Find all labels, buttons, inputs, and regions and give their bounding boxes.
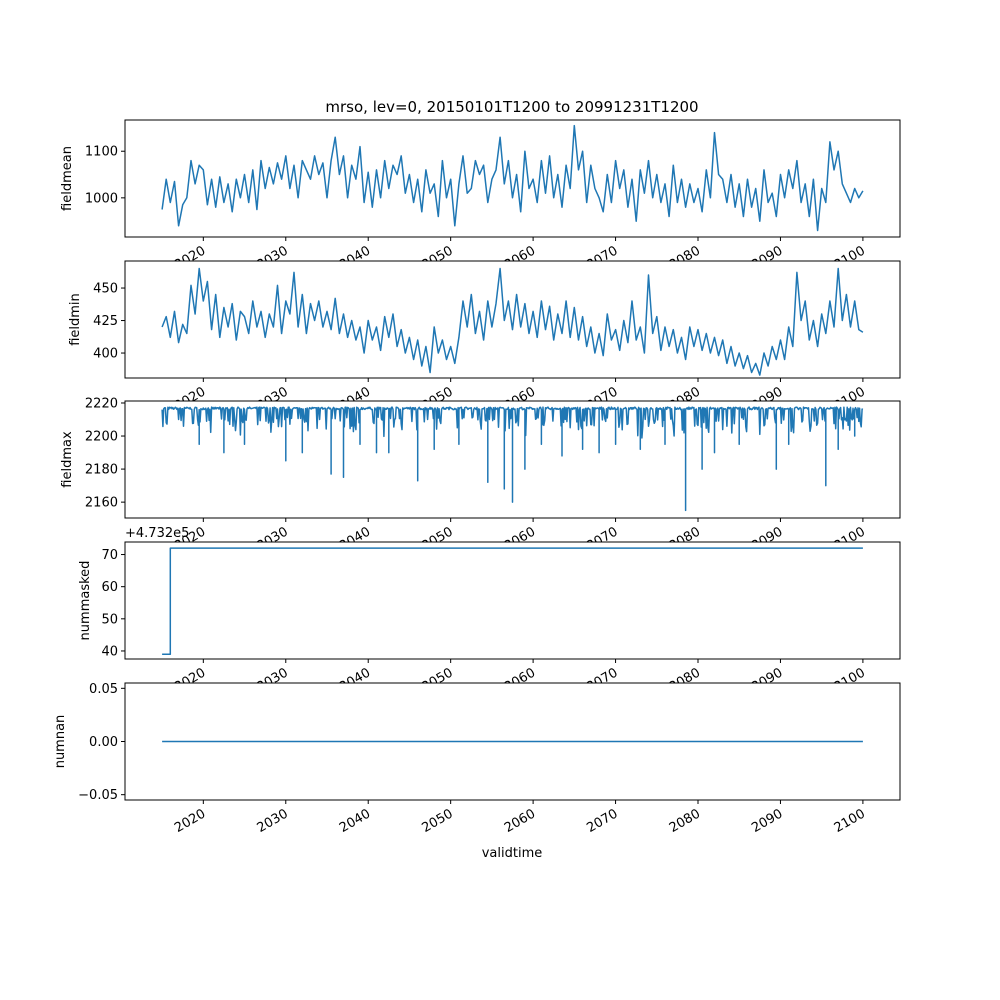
chart-title: mrso, lev=0, 20150101T1200 to 20991231T1…: [325, 98, 698, 116]
x-axis-label: validtime: [482, 846, 543, 861]
y-tick-label: 60: [101, 580, 118, 595]
axes-frame: [124, 119, 901, 238]
axes-frame: [124, 260, 901, 379]
plot-area: [125, 261, 900, 378]
axes-frame: [124, 541, 901, 660]
y-tick-label: 1100: [85, 145, 118, 160]
y-tick-label: 2180: [85, 463, 118, 478]
y-tick-label: 2200: [85, 430, 118, 445]
plot-area: [125, 542, 900, 659]
y-axis-label-fieldmax: fieldmax: [60, 431, 75, 488]
y-tick-label: 40: [101, 644, 118, 659]
y-tick-label: 50: [101, 612, 118, 627]
axes-frame: [124, 400, 901, 519]
series-line-fieldmin: [161, 267, 864, 376]
y-tick-label: 2220: [85, 396, 118, 411]
y-tick-label: 0.00: [89, 735, 118, 750]
y-tick-label: 70: [101, 548, 118, 563]
y-offset-label: +4.732e5: [125, 526, 189, 541]
y-tick-label: 2160: [85, 496, 118, 511]
series-line-nummasked: [162, 547, 863, 655]
y-axis-label-fieldmin: fieldmin: [68, 293, 83, 346]
y-axis-label-numnan: numnan: [53, 715, 68, 769]
y-tick-label: 1000: [85, 191, 118, 206]
y-axis-label-fieldmean: fieldmean: [60, 146, 75, 211]
series-line-fieldmax: [161, 406, 864, 512]
y-tick-label: 425: [93, 314, 118, 329]
y-tick-label: 400: [93, 347, 118, 362]
y-axis-label-nummasked: nummasked: [78, 561, 93, 641]
y-tick-label: 450: [93, 282, 118, 297]
plot-area: [125, 120, 900, 237]
y-tick-label: −0.05: [78, 788, 118, 803]
y-tick-label: 0.05: [89, 682, 118, 697]
series-line-fieldmean: [161, 124, 864, 232]
